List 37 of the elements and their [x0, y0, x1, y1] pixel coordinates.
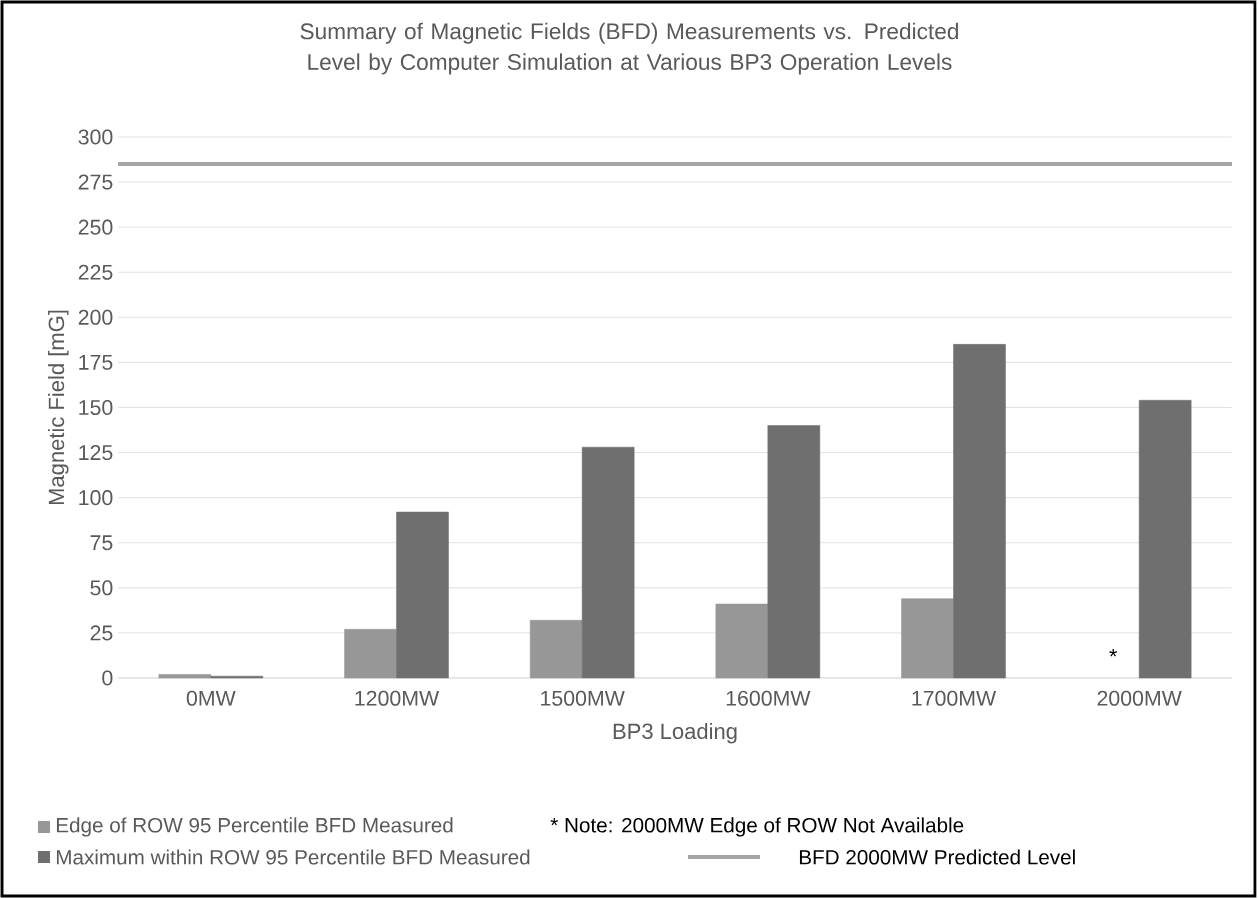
bar [767, 425, 821, 679]
y-tick-label: 100 [79, 490, 113, 506]
x-tick-label: 1600MW [726, 690, 811, 706]
y-axis-title: Magnetic Field [mG] [48, 310, 69, 505]
y-tick-label: 75 [90, 535, 113, 551]
x-tick-label: 1500MW [541, 690, 625, 706]
x-tick-label: 2000MW [1097, 690, 1182, 706]
bar [953, 344, 1006, 679]
bar [581, 446, 635, 679]
text: * Note: 2000MW Edge of ROW Not Available [550, 817, 964, 837]
y-tick-label: 275 [78, 174, 113, 190]
y-tick-label: 225 [78, 264, 113, 280]
x-tick-label: 0MW [186, 690, 236, 706]
y-tick-label: 0 [102, 670, 113, 686]
bar [344, 629, 397, 679]
y-tick-label: 300 [78, 129, 113, 145]
bar [396, 511, 449, 679]
y-tick-label: 50 [90, 580, 113, 596]
annotation: * [1109, 649, 1117, 657]
bar [901, 598, 954, 679]
y-tick-label: 200 [78, 309, 113, 325]
x-tick-label: 1200MW [355, 690, 440, 706]
bar [715, 603, 769, 679]
legend-label: Edge of ROW 95 Percentile BFD Measured [56, 817, 453, 837]
y-tick-label: 250 [78, 219, 113, 235]
legend-label: Maximum within ROW 95 Percentile BFD Measured [56, 849, 530, 865]
chart-title: Summary of Magnetic Fields (BFD) Measurements vs. Predicted Level by Computer Simulation at Various BP3 Operation Levels [300, 22, 958, 75]
bar [1138, 400, 1192, 679]
y-tick-label: 150 [79, 399, 113, 416]
x-axis-title: BP3 Loading [613, 722, 737, 744]
bar [529, 620, 583, 679]
bar [158, 674, 212, 679]
y-tick-label: 25 [90, 625, 113, 641]
y-tick-label: 125 [79, 445, 113, 461]
legend-label: BFD 2000MW Predicted Level [799, 849, 1075, 865]
y-tick-label: 175 [79, 354, 113, 370]
x-tick-label: 1700MW [912, 690, 997, 706]
